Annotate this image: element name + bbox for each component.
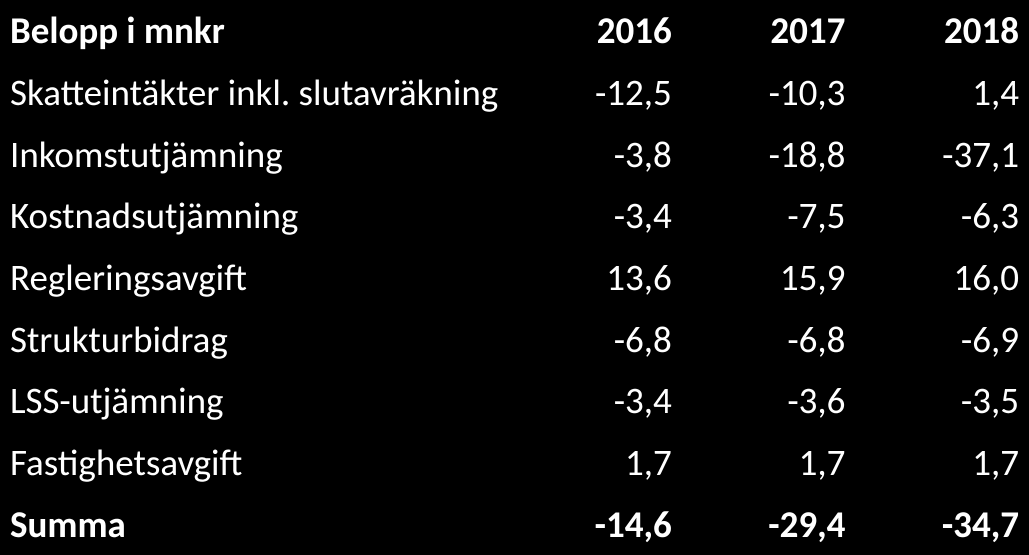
cell-value: 13,6	[508, 247, 682, 309]
financial-table: Belopp i mnkr 2016 2017 2018 Skatteintäk…	[0, 0, 1029, 555]
cell-value: -3,4	[508, 185, 682, 247]
cell-value: 15,9	[682, 247, 856, 309]
cell-value: -37,1	[855, 123, 1029, 185]
cell-value: -18,8	[682, 123, 856, 185]
table-row: Regleringsavgift 13,6 15,9 16,0	[0, 247, 1029, 309]
total-label: Summa	[0, 493, 508, 555]
total-value: -29,4	[682, 493, 856, 555]
table-row: Skatteintäkter inkl. slutavräkning -12,5…	[0, 62, 1029, 124]
cell-value: -6,8	[682, 308, 856, 370]
header-row: Belopp i mnkr 2016 2017 2018	[0, 0, 1029, 62]
cell-value: 1,7	[855, 432, 1029, 494]
header-year-2016: 2016	[508, 0, 682, 62]
cell-value: -3,5	[855, 370, 1029, 432]
header-label: Belopp i mnkr	[0, 0, 508, 62]
cell-value: -12,5	[508, 62, 682, 124]
cell-value: -6,8	[508, 308, 682, 370]
cell-value: -6,3	[855, 185, 1029, 247]
header-year-2018: 2018	[855, 0, 1029, 62]
total-value: -14,6	[508, 493, 682, 555]
total-row: Summa -14,6 -29,4 -34,7	[0, 493, 1029, 555]
row-label: Fastighetsavgift	[0, 432, 508, 494]
row-label: Inkomstutjämning	[0, 123, 508, 185]
table-row: Kostnadsutjämning -3,4 -7,5 -6,3	[0, 185, 1029, 247]
cell-value: 1,7	[508, 432, 682, 494]
total-value: -34,7	[855, 493, 1029, 555]
row-label: Regleringsavgift	[0, 247, 508, 309]
header-year-2017: 2017	[682, 0, 856, 62]
row-label: Kostnadsutjämning	[0, 185, 508, 247]
cell-value: -6,9	[855, 308, 1029, 370]
cell-value: -10,3	[682, 62, 856, 124]
table-row: Fastighetsavgift 1,7 1,7 1,7	[0, 432, 1029, 494]
cell-value: -3,6	[682, 370, 856, 432]
row-label: LSS-utjämning	[0, 370, 508, 432]
cell-value: 1,4	[855, 62, 1029, 124]
row-label: Skatteintäkter inkl. slutavräkning	[0, 62, 508, 124]
cell-value: 1,7	[682, 432, 856, 494]
cell-value: 16,0	[855, 247, 1029, 309]
table-row: Strukturbidrag -6,8 -6,8 -6,9	[0, 308, 1029, 370]
cell-value: -3,8	[508, 123, 682, 185]
table-row: LSS-utjämning -3,4 -3,6 -3,5	[0, 370, 1029, 432]
table-row: Inkomstutjämning -3,8 -18,8 -37,1	[0, 123, 1029, 185]
table-header: Belopp i mnkr 2016 2017 2018	[0, 0, 1029, 62]
row-label: Strukturbidrag	[0, 308, 508, 370]
cell-value: -3,4	[508, 370, 682, 432]
cell-value: -7,5	[682, 185, 856, 247]
table-body: Skatteintäkter inkl. slutavräkning -12,5…	[0, 62, 1029, 555]
